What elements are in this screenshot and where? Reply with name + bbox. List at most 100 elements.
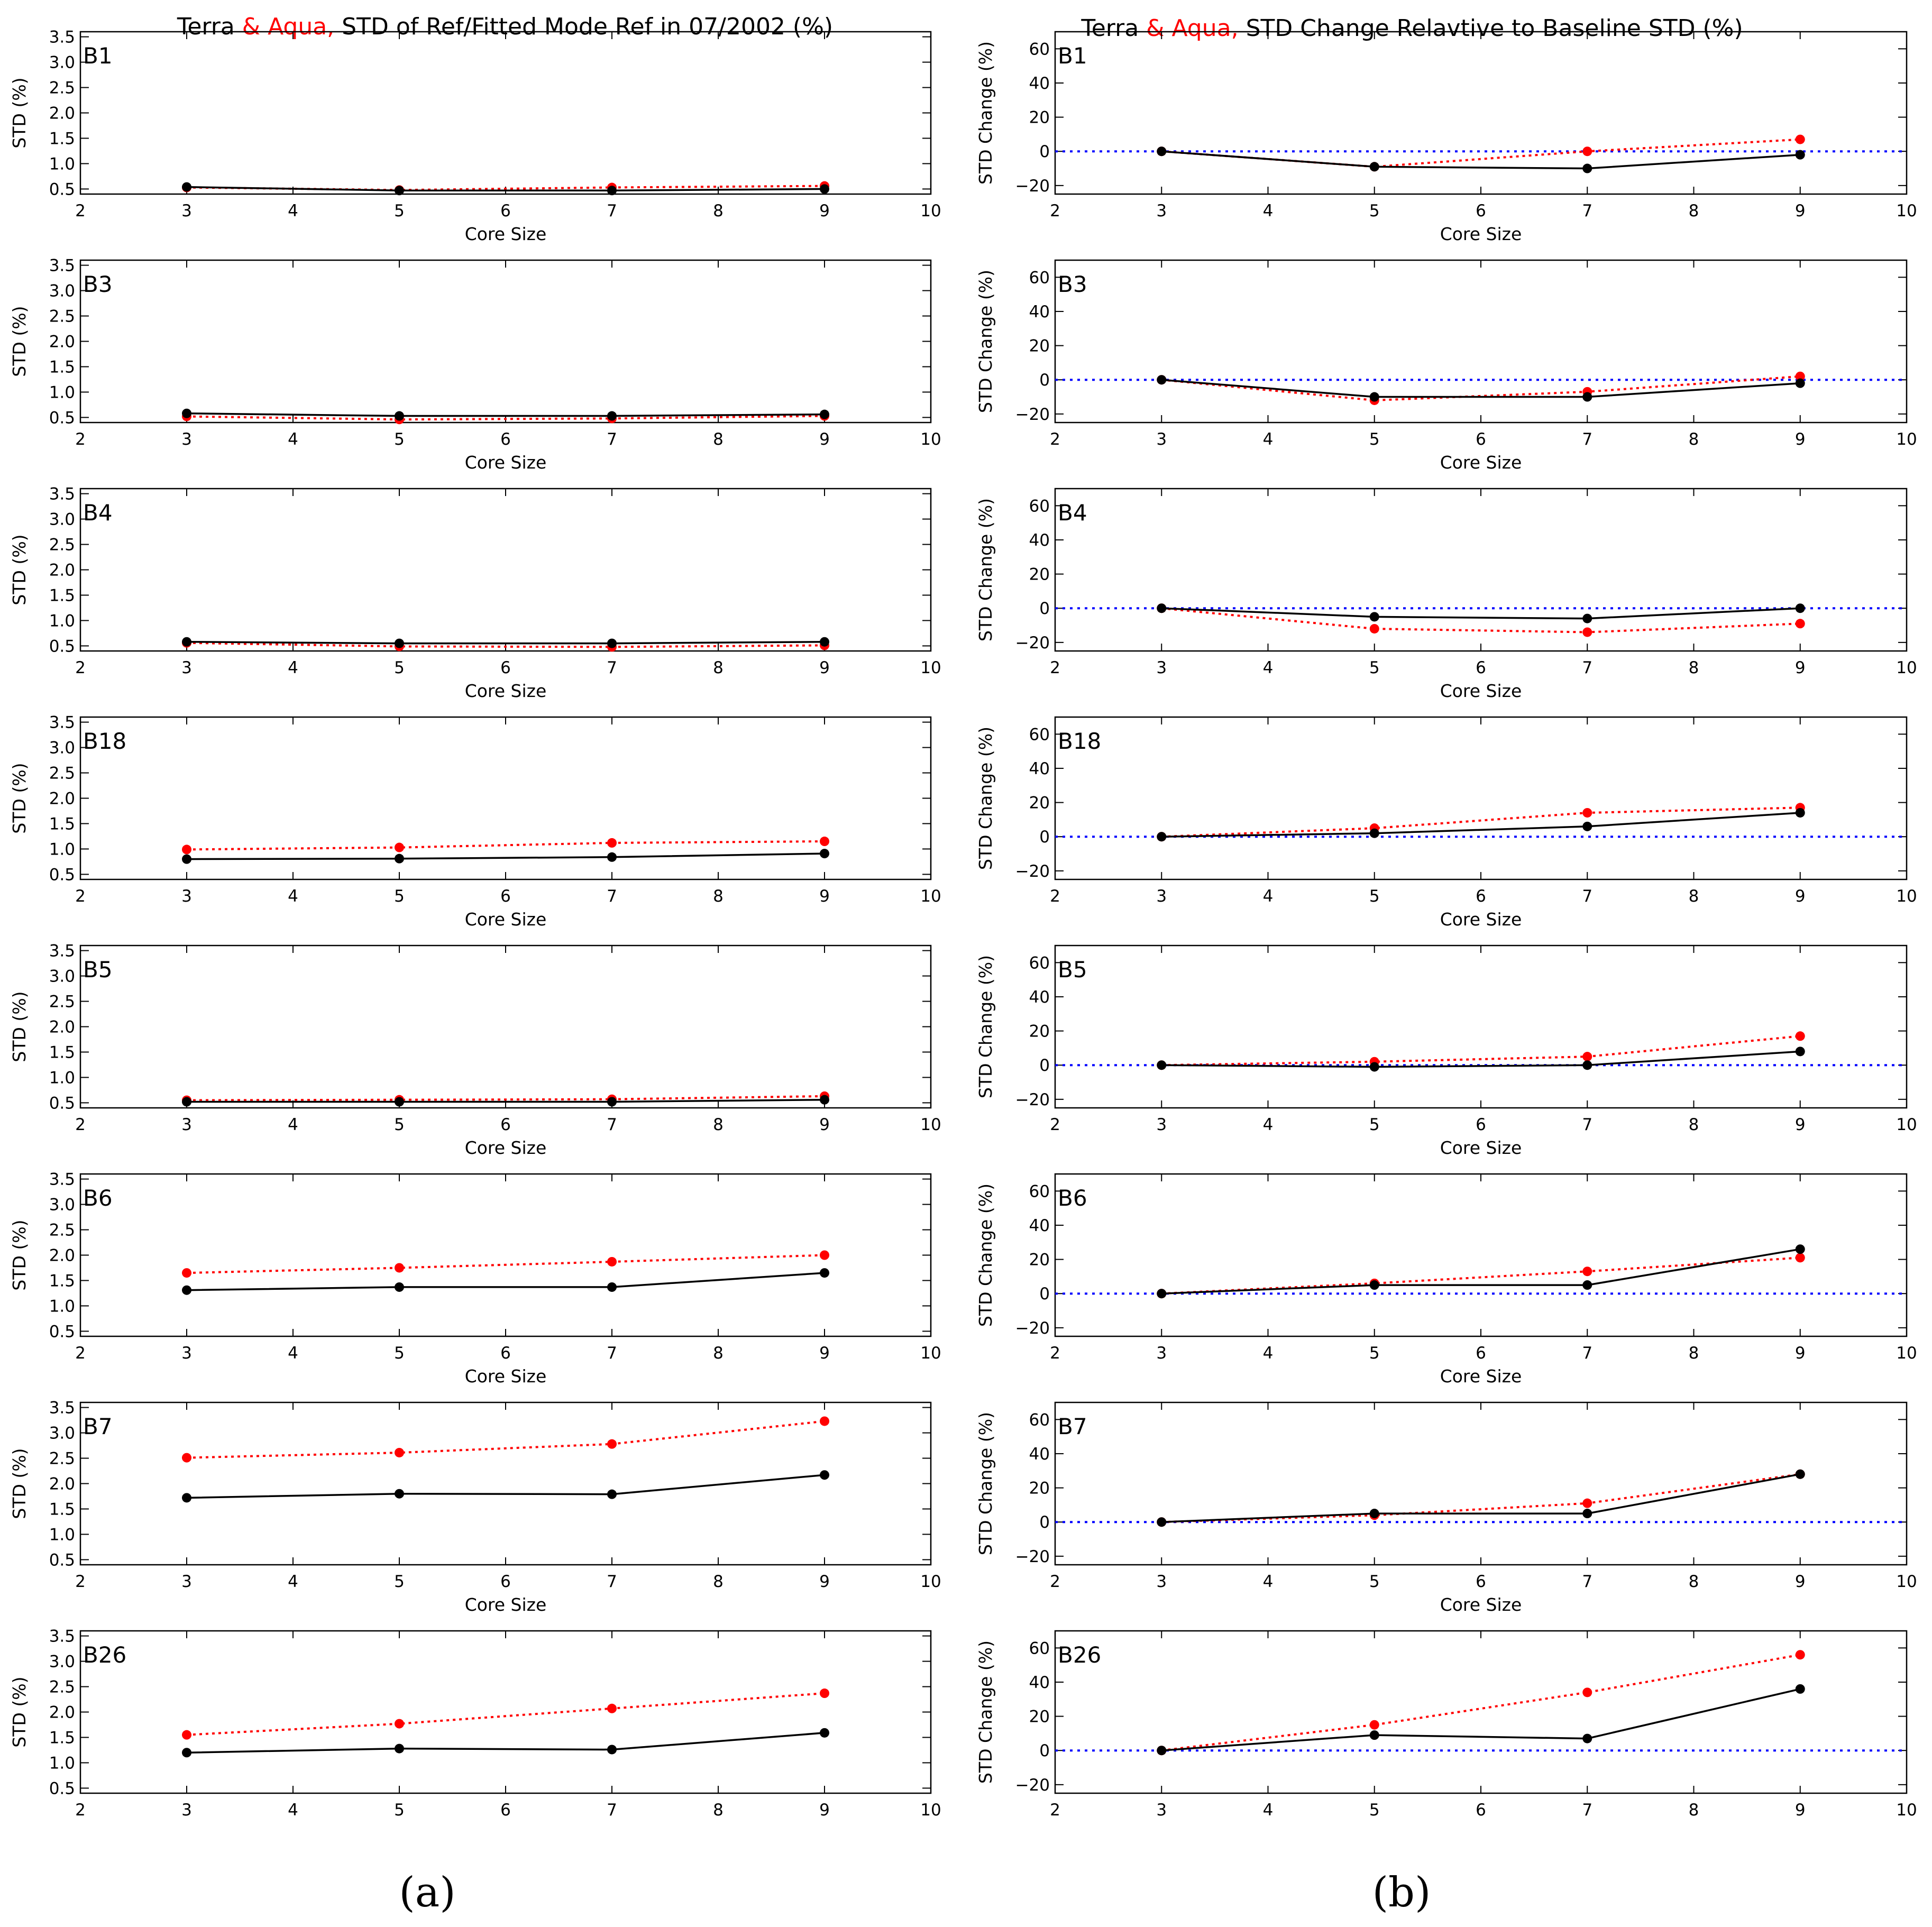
x-tick-label: 6 [500,1801,511,1820]
series-line-aqua [1161,138,1800,168]
x-tick-label: 8 [1689,1572,1699,1591]
x-axis-label: Core Size [465,452,547,473]
panel-a-title-aqua: & Aqua, [242,13,334,40]
x-tick-label: 2 [75,1801,86,1820]
y-axis-label: STD (%) [9,1219,30,1290]
x-tick-label: 6 [1476,1344,1486,1363]
y-axis-label: STD (%) [9,1676,30,1747]
data-point-terra [1582,1509,1592,1519]
y-tick-label: 1.5 [49,1500,75,1519]
data-point-terra [395,1282,404,1292]
x-tick-label: 9 [819,658,830,677]
x-tick-label: 3 [181,1344,192,1363]
x-tick-label: 10 [920,1572,941,1591]
x-tick-label: 8 [1689,1344,1699,1363]
x-tick-label: 5 [394,1115,405,1134]
x-tick-label: 8 [713,1115,724,1134]
band-label: B26 [83,1642,126,1668]
x-tick-label: 7 [607,887,617,906]
y-axis-label: STD (%) [9,77,30,148]
data-point-terra [1157,1060,1167,1070]
data-point-terra [395,186,404,196]
y-tick-label: 0 [1039,142,1050,161]
x-tick-label: 4 [288,658,298,677]
data-point-terra [820,1095,829,1105]
x-tick-label: 3 [1156,887,1167,906]
x-tick-label: 10 [1896,430,1917,449]
x-tick-label: 8 [1689,1115,1699,1134]
y-tick-label: 3.0 [49,53,75,72]
x-tick-label: 3 [1156,430,1167,449]
y-tick-label: 40 [1029,759,1050,778]
x-tick-label: 3 [1156,1572,1167,1591]
data-point-terra [1157,603,1167,613]
y-tick-label: 0 [1039,599,1050,618]
data-point-terra [182,182,191,192]
y-axis-label: STD Change (%) [975,41,996,185]
y-axis-label: STD Change (%) [975,498,996,641]
x-tick-label: 8 [1689,887,1699,906]
series-line-aqua [186,641,825,648]
y-axis-label: STD (%) [9,306,30,377]
x-tick-label: 8 [713,1801,724,1820]
x-axis-label: Core Size [1440,224,1522,244]
series-line-aqua [186,1254,825,1274]
x-tick-label: 5 [394,201,405,221]
plot-b-B1: 2 3 4 5 6 7 8 9 10 −20 0 20 40 60 STD Change (%) Core S… [975,31,1917,244]
data-point-terra [607,852,617,862]
y-tick-label: 3.5 [49,713,75,732]
series-line-terra [187,1098,825,1103]
x-tick-label: 4 [1263,1344,1274,1363]
x-tick-label: 4 [1263,201,1274,221]
series-line-aqua [1161,375,1800,402]
data-point-terra [1582,1733,1592,1744]
data-point-terra [1582,392,1592,402]
data-point-terra [1369,612,1379,622]
y-tick-label: 40 [1029,302,1050,322]
data-point-terra [1582,163,1592,173]
data-point-aqua [820,837,829,847]
x-axis-label: Core Size [1440,1594,1522,1615]
x-tick-label: 2 [1050,1801,1060,1820]
plot-a-B5: 2 3 4 5 6 7 8 9 10 0.5 1.0 1.5 2.0 2.5 3.0 3.5 STD (%) Co… [9,942,941,1158]
series-line-terra [186,1474,825,1499]
y-tick-label: 40 [1029,74,1050,93]
x-tick-label: 7 [607,658,617,677]
x-tick-label: 2 [1050,430,1060,449]
series-line-aqua [1161,1473,1801,1524]
band-label: B1 [83,43,113,69]
y-tick-label: 0.5 [49,180,75,199]
band-label: B7 [1058,1414,1087,1439]
x-tick-label: 8 [713,887,724,906]
y-tick-label: 60 [1029,268,1050,287]
data-point-terra [1369,1280,1379,1290]
x-tick-label: 8 [1689,658,1699,677]
y-tick-label: 0 [1039,1056,1050,1075]
x-tick-label: 5 [1369,887,1380,906]
x-tick-label: 7 [1582,1115,1592,1134]
x-tick-label: 8 [713,430,724,449]
x-tick-label: 3 [1156,658,1167,677]
data-point-terra [1795,1244,1805,1254]
y-tick-label: 2.0 [49,561,75,580]
x-tick-label: 10 [1896,887,1917,906]
band-label: B1 [1058,43,1087,69]
x-tick-label: 10 [1896,1344,1917,1363]
data-point-terra [820,637,829,647]
data-point-terra [1369,1730,1379,1740]
y-tick-label: 3.5 [49,485,75,504]
y-tick-label: 2.0 [49,790,75,809]
panel-a-caption: (a) [399,1869,455,1916]
data-point-terra [1795,603,1805,613]
data-point-aqua [1582,1267,1592,1277]
x-tick-label: 6 [500,1115,511,1134]
x-tick-label: 7 [607,430,617,449]
data-point-terra [1795,1469,1805,1479]
x-axis-label: Core Size [465,681,547,701]
x-tick-label: 5 [394,1344,405,1363]
plot-b-B6: 2 3 4 5 6 7 8 9 10 −20 0 20 40 60 STD Change (%) Core S… [975,1173,1917,1387]
x-tick-label: 9 [1795,658,1806,677]
data-point-terra [1582,821,1592,831]
data-point-aqua [1582,1687,1592,1697]
x-tick-label: 7 [607,1801,617,1820]
